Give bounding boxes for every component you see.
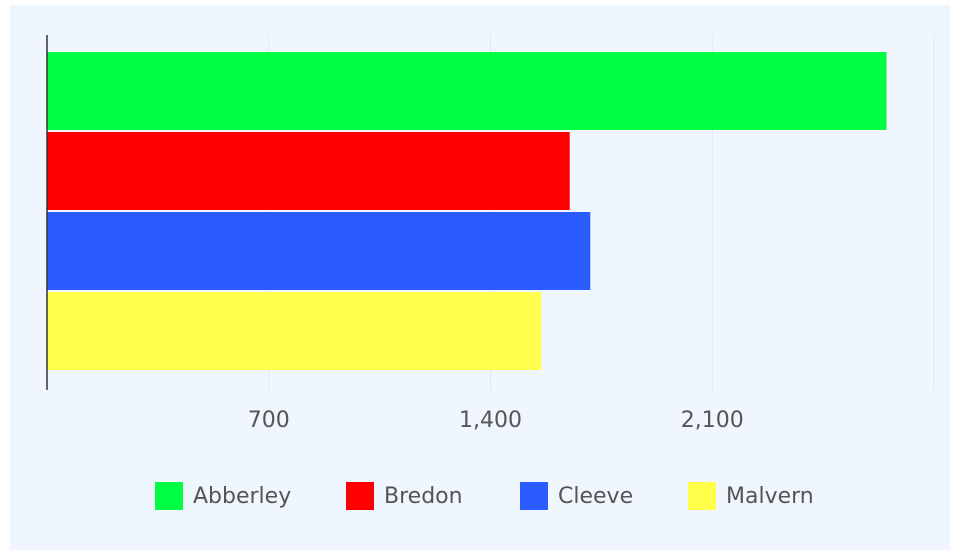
x-tick-label: 2,100 — [681, 408, 744, 433]
legend-swatch — [520, 482, 548, 510]
legend-label: Cleeve — [558, 484, 633, 509]
legend-swatch — [346, 482, 374, 510]
legend-label: Abberley — [193, 484, 291, 509]
bar — [47, 212, 591, 290]
legend-swatch — [688, 482, 716, 510]
legend-label: Malvern — [726, 484, 814, 509]
bar — [47, 292, 542, 370]
bar — [47, 132, 570, 210]
legend-label: Bredon — [384, 484, 463, 509]
bar — [47, 52, 887, 130]
x-tick-label: 1,400 — [459, 408, 522, 433]
x-tick-label: 700 — [248, 408, 290, 433]
legend-swatch — [155, 482, 183, 510]
